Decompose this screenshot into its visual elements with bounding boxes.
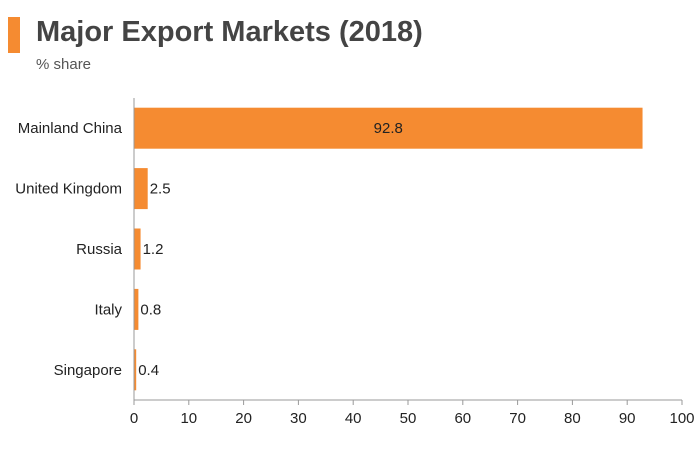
bar-mainland-china	[134, 107, 643, 149]
category-label-singapore: Singapore	[54, 362, 122, 379]
bars-layer	[134, 107, 643, 391]
category-label-italy: Italy	[94, 301, 122, 318]
x-tick-label: 90	[619, 410, 636, 427]
bar-united-kingdom	[134, 168, 148, 210]
x-tick-label: 100	[669, 410, 694, 427]
value-label-russia: 1.2	[143, 241, 164, 258]
category-label-mainland-china: Mainland China	[18, 120, 123, 137]
bar-singapore	[134, 349, 137, 391]
x-tick-label: 80	[564, 410, 581, 427]
chart-title: Major Export Markets (2018)	[36, 16, 423, 48]
category-label-russia: Russia	[76, 241, 123, 258]
value-label-singapore: 0.4	[138, 362, 159, 379]
x-tick-label: 10	[180, 410, 197, 427]
value-label-mainland-china: 92.8	[374, 120, 403, 137]
x-tick-label: 60	[454, 410, 471, 427]
bar-russia	[134, 228, 141, 270]
title-accent-bar	[8, 17, 20, 53]
x-tick-label: 50	[400, 410, 417, 427]
value-label-united-kingdom: 2.5	[150, 181, 171, 198]
x-tick-label: 20	[235, 410, 252, 427]
bar-italy	[134, 288, 139, 330]
value-label-italy: 0.8	[140, 301, 161, 318]
x-tick-label: 70	[509, 410, 526, 427]
category-label-united-kingdom: United Kingdom	[15, 181, 122, 198]
category-labels: Mainland China United Kingdom Russia Italy S…	[15, 120, 122, 379]
x-tick-label: 30	[290, 410, 307, 427]
x-axis: 0 10 20 30 40 50 60 70 80 90 100	[130, 98, 695, 427]
x-tick-label: 40	[345, 410, 362, 427]
x-tick-label: 0	[130, 410, 138, 427]
chart-subtitle: % share	[36, 56, 92, 73]
value-labels: 92.8 2.5 1.2 0.8 0.4	[138, 120, 403, 379]
